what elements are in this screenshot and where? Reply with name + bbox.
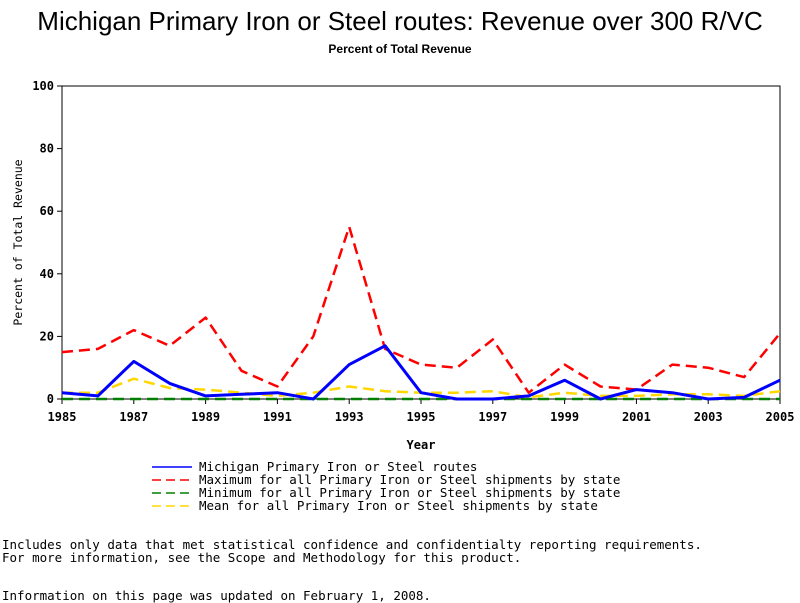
note-methodology: For more information, see the Scope and … — [2, 550, 522, 565]
y-tick-label: 20 — [40, 329, 54, 343]
note-updated: Information on this page was updated on … — [2, 588, 431, 603]
x-tick-label: 2005 — [766, 410, 795, 424]
x-tick-label: 1993 — [335, 410, 364, 424]
y-axis-label: Percent of Total Revenue — [11, 159, 25, 325]
x-tick-label: 2003 — [694, 410, 723, 424]
y-tick-label: 80 — [40, 142, 54, 156]
y-tick-label: 0 — [47, 392, 54, 406]
line-chart: 0 20 40 60 80 100 1985 1987 1989 1991 1993 1995 1997… — [11, 79, 795, 513]
x-tick-label: 1995 — [407, 410, 436, 424]
x-tick-label: 1989 — [191, 410, 220, 424]
series-line-3 — [62, 377, 781, 399]
legend-label: Michigan Primary Iron or Steel routes — [199, 459, 477, 474]
x-axis-label: Year — [407, 438, 436, 452]
series-line-0 — [61, 344, 781, 401]
chart-title: Michigan Primary Iron or Steel routes: R… — [37, 6, 763, 36]
plot-frame — [61, 85, 781, 400]
y-tick-label: 100 — [32, 79, 54, 93]
x-tick-label: 1991 — [263, 410, 292, 424]
legend-label: Minimum for all Primary Iron or Steel sh… — [199, 485, 620, 500]
y-tick-label: 60 — [40, 204, 54, 218]
x-tick-label: 1985 — [48, 410, 77, 424]
x-tick-label: 1999 — [550, 410, 579, 424]
chart-subtitle: Percent of Total Revenue — [328, 42, 472, 56]
series-line-1 — [61, 225, 781, 394]
x-tick-label: 1987 — [119, 410, 148, 424]
legend-label: Mean for all Primary Iron or Steel shipm… — [199, 498, 598, 513]
x-tick-label: 2001 — [622, 410, 651, 424]
legend-label: Maximum for all Primary Iron or Steel sh… — [199, 472, 620, 487]
y-tick-label: 40 — [40, 267, 54, 281]
note-confidence: Includes only data that met statistical … — [2, 537, 702, 552]
x-tick-label: 1997 — [478, 410, 507, 424]
